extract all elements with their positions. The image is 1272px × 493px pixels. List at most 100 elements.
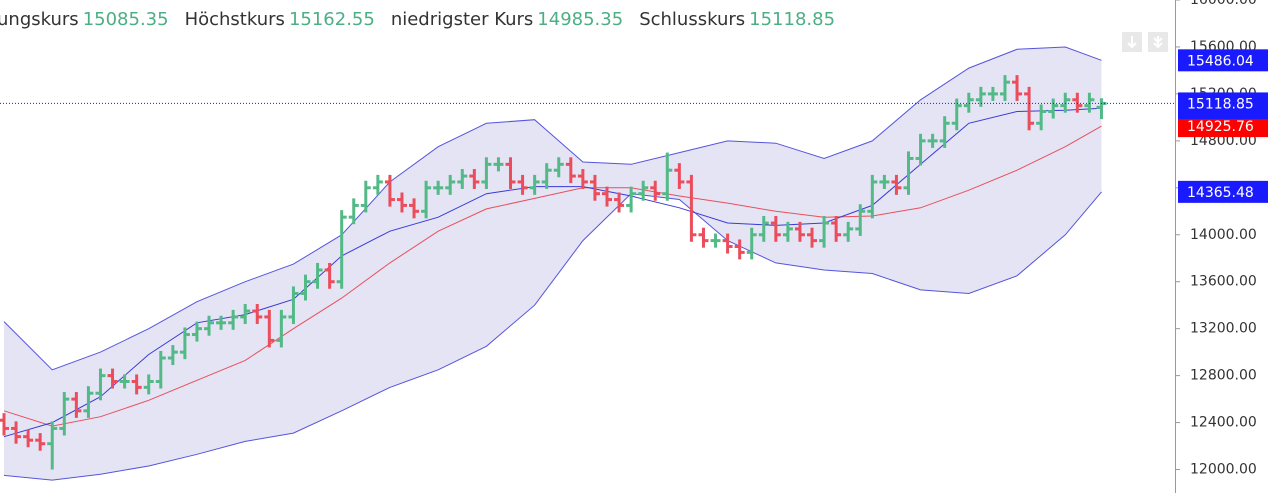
ohlc-bar bbox=[95, 368, 106, 401]
ohlc-bar bbox=[722, 233, 733, 254]
ohlc-bar bbox=[119, 374, 130, 389]
ohlc-bar bbox=[505, 157, 516, 189]
ohlc-bar bbox=[794, 221, 805, 242]
ohlc-bar bbox=[577, 169, 588, 189]
ohlc-bar bbox=[372, 174, 383, 195]
y-tick-label: 14000.00 bbox=[1190, 227, 1257, 243]
ohlc-bar bbox=[59, 392, 70, 436]
ohlc-bar bbox=[445, 174, 456, 195]
ohlc-bar bbox=[626, 186, 637, 213]
scroll-buttons[interactable] bbox=[1122, 32, 1168, 52]
ohlc-bar bbox=[288, 286, 299, 324]
ohlc-bar bbox=[915, 133, 926, 166]
price-badge-label: 15118.85 bbox=[1187, 96, 1254, 112]
ohlc-bar bbox=[770, 215, 781, 242]
indicator-line bbox=[3, 46, 1102, 371]
price-badge bbox=[1178, 115, 1268, 138]
ohlc-bar bbox=[975, 86, 986, 107]
y-tick-label: 12800.00 bbox=[1190, 368, 1257, 384]
ohlc-bar bbox=[782, 221, 793, 242]
ohlc-bar bbox=[360, 180, 371, 213]
ohlc-bar bbox=[638, 180, 649, 201]
plot-area bbox=[0, 46, 1107, 481]
ohlc-bar bbox=[23, 429, 34, 448]
ohlc-bar bbox=[493, 157, 504, 172]
ohlc-bar bbox=[602, 186, 612, 207]
ohlc-bar bbox=[421, 180, 432, 219]
ohlc-bar bbox=[1024, 86, 1035, 131]
header-label: Schlusskurs bbox=[639, 9, 745, 30]
ohlc-bar bbox=[409, 198, 420, 219]
ohlc-bar bbox=[143, 374, 154, 395]
ohlc-bar bbox=[951, 98, 962, 131]
ohlc-bar bbox=[686, 174, 697, 242]
ohlc-bar bbox=[674, 163, 685, 189]
ohlc-bar bbox=[1096, 98, 1107, 120]
ohlc-bar bbox=[843, 221, 854, 242]
y-tick-label: 12400.00 bbox=[1190, 415, 1257, 431]
ohlc-bar bbox=[276, 309, 287, 348]
ohlc-bar bbox=[1012, 75, 1023, 101]
ohlc-bar bbox=[167, 345, 178, 366]
ohlc-bar bbox=[11, 421, 22, 444]
ohlc-bar bbox=[879, 174, 890, 189]
ohlc-bar bbox=[228, 309, 239, 330]
ohlc-bar bbox=[1084, 92, 1095, 113]
ohlc-bar bbox=[927, 133, 938, 148]
ohlc-bar bbox=[107, 368, 118, 389]
ohlc-bar bbox=[517, 174, 528, 195]
ohlc-bar bbox=[179, 327, 190, 360]
ohlc-bar bbox=[734, 239, 745, 260]
ohlc-bar bbox=[252, 304, 263, 324]
ohlc-bar bbox=[1048, 98, 1059, 119]
ohlc-bar bbox=[191, 321, 202, 342]
ohlc-bar bbox=[336, 210, 347, 289]
ohlc-bar bbox=[746, 227, 757, 260]
price-badge-label: 14365.48 bbox=[1187, 185, 1254, 201]
ohlc-bar bbox=[541, 163, 552, 189]
price-badge-label: 15486.04 bbox=[1187, 53, 1254, 69]
ohlc-bar bbox=[807, 227, 818, 248]
ohlc-bar bbox=[614, 192, 625, 213]
price-badge-label: 14925.76 bbox=[1187, 119, 1254, 135]
ohlc-bar bbox=[758, 215, 769, 242]
ohlc-bar bbox=[481, 157, 492, 189]
y-tick-label: 12000.00 bbox=[1190, 462, 1257, 478]
y-tick-label: 13600.00 bbox=[1190, 274, 1257, 290]
ohlc-bar bbox=[47, 421, 58, 470]
ohlc-bar bbox=[819, 215, 830, 248]
ohlc-bar bbox=[155, 350, 166, 389]
ohlc-bar bbox=[0, 413, 9, 436]
ohlc-bar bbox=[999, 75, 1010, 101]
price-badge bbox=[1178, 180, 1268, 203]
ohlc-bar bbox=[324, 262, 335, 289]
ohlc-bar bbox=[433, 180, 444, 195]
header-value: 15118.85 bbox=[749, 9, 835, 30]
ohlc-bar bbox=[891, 174, 902, 195]
arrow-icon bbox=[1127, 36, 1137, 49]
ohlc-bar bbox=[529, 174, 540, 195]
ohlc-bar bbox=[348, 198, 359, 225]
ohlc-bar bbox=[855, 204, 866, 236]
y-tick-label: 13200.00 bbox=[1190, 321, 1257, 337]
ohlc-bar bbox=[264, 309, 275, 348]
ohlc-bar bbox=[710, 233, 721, 248]
ohlc-bar bbox=[987, 86, 998, 101]
ohlc-bar bbox=[1036, 104, 1047, 131]
ohlc-bar bbox=[963, 92, 974, 113]
ohlc-bar bbox=[384, 174, 395, 207]
header-label: Höchstkurs bbox=[185, 9, 285, 30]
ohlc-bar bbox=[204, 315, 215, 336]
ohlc-bar bbox=[939, 116, 950, 148]
ohlc-bar bbox=[35, 433, 46, 451]
header-value: 15085.35 bbox=[83, 9, 169, 30]
ohlc-bar bbox=[867, 174, 878, 219]
price-badge bbox=[1178, 92, 1268, 115]
ohlc-bar bbox=[831, 215, 842, 242]
ohlc-bar bbox=[312, 262, 323, 289]
ohlc-bar bbox=[1060, 92, 1071, 113]
arrow-icon bbox=[1153, 36, 1163, 49]
indicator-line bbox=[3, 107, 1102, 438]
header-value: 14985.35 bbox=[537, 9, 623, 30]
